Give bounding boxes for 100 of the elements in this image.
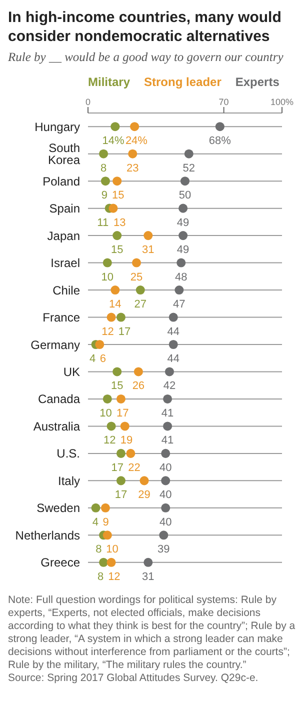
y-tick-label: France bbox=[42, 310, 80, 325]
point bbox=[161, 476, 170, 486]
text: Strong leader bbox=[144, 75, 222, 89]
point bbox=[95, 340, 104, 350]
point bbox=[168, 340, 178, 350]
data-label: 10 bbox=[100, 407, 112, 420]
point bbox=[108, 204, 118, 213]
y-tick-label: Poland bbox=[42, 174, 80, 188]
point bbox=[163, 422, 172, 431]
y-tick-label: Greece bbox=[40, 556, 80, 570]
point bbox=[132, 258, 142, 268]
data-label: 50 bbox=[178, 190, 192, 202]
point bbox=[116, 448, 126, 458]
point bbox=[116, 394, 126, 404]
point bbox=[161, 448, 170, 458]
data-label: 31 bbox=[142, 244, 154, 256]
data-label: 15 bbox=[110, 244, 124, 256]
data-label: 9 bbox=[101, 190, 108, 202]
x-tick-label: 100% bbox=[270, 97, 294, 107]
point bbox=[159, 530, 168, 540]
data-label: 6 bbox=[100, 353, 106, 366]
data-label: 44 bbox=[167, 326, 180, 338]
data-label: 41 bbox=[161, 407, 174, 420]
data-label: 40 bbox=[159, 516, 172, 528]
data-label: 23 bbox=[126, 162, 139, 174]
data-label: 31 bbox=[142, 570, 154, 583]
data-label: 44 bbox=[167, 353, 180, 366]
y-tick-label: Chile bbox=[52, 283, 80, 298]
data-label: 12 bbox=[104, 434, 116, 447]
chart-title: In high-income countries, many would consider nondemocratic alternatives bbox=[8, 8, 282, 46]
y-tick-label: Australia bbox=[33, 419, 80, 434]
data-label: 11 bbox=[97, 216, 109, 229]
point bbox=[102, 258, 112, 268]
data-label: 8 bbox=[96, 544, 102, 556]
point bbox=[106, 422, 116, 431]
point bbox=[126, 448, 136, 458]
data-label: 13 bbox=[114, 216, 126, 229]
point bbox=[106, 312, 116, 322]
data-label: 47 bbox=[173, 298, 186, 311]
data-label: 39 bbox=[158, 544, 170, 556]
data-label: 49 bbox=[176, 244, 190, 256]
data-label: 4 bbox=[89, 353, 96, 366]
point bbox=[178, 231, 188, 240]
point bbox=[106, 558, 116, 567]
point bbox=[163, 394, 172, 404]
point bbox=[99, 149, 108, 158]
data-label: 49 bbox=[176, 216, 190, 229]
point bbox=[116, 476, 126, 486]
point bbox=[134, 367, 143, 376]
y-tick-label: Italy bbox=[58, 474, 80, 488]
data-label: 24% bbox=[125, 135, 148, 148]
point bbox=[144, 558, 153, 567]
point bbox=[184, 149, 194, 158]
data-label: 29 bbox=[138, 489, 150, 502]
data-label: 48 bbox=[174, 271, 188, 284]
data-label: 8 bbox=[100, 162, 107, 174]
data-label: 27 bbox=[134, 298, 147, 311]
y-tick-label: Spain bbox=[49, 202, 80, 216]
point bbox=[164, 367, 174, 376]
point bbox=[180, 176, 190, 186]
point bbox=[120, 422, 130, 431]
data-label: 15 bbox=[110, 380, 124, 392]
y-tick-label: Netherlands bbox=[15, 528, 80, 542]
data-label: 10 bbox=[106, 544, 118, 556]
data-label: 4 bbox=[92, 516, 98, 528]
source-note: Source: Spring 2017 Global Attitudes Survey. Q29c-e. bbox=[8, 672, 260, 685]
data-label: 41 bbox=[161, 434, 174, 447]
data-label: 22 bbox=[128, 462, 140, 474]
data-label: 17 bbox=[111, 462, 124, 474]
x-tick-label: 70 bbox=[218, 97, 229, 107]
point bbox=[176, 258, 186, 268]
point bbox=[161, 503, 170, 512]
data-label: 12 bbox=[102, 326, 114, 338]
point bbox=[128, 149, 138, 158]
point bbox=[168, 312, 178, 322]
point bbox=[174, 286, 184, 295]
point bbox=[178, 204, 188, 213]
data-label: 19 bbox=[120, 434, 133, 447]
point bbox=[136, 286, 145, 295]
point bbox=[100, 176, 110, 186]
data-label: 9 bbox=[102, 516, 109, 528]
data-label: 14% bbox=[102, 135, 124, 148]
point bbox=[116, 312, 126, 322]
y-tick-label: Israel bbox=[50, 256, 80, 270]
text: Military bbox=[88, 75, 130, 89]
data-label: 10 bbox=[101, 271, 114, 284]
data-label: 8 bbox=[98, 570, 104, 583]
data-label: 12 bbox=[108, 570, 120, 583]
data-label: 17 bbox=[114, 489, 128, 502]
data-label: 52 bbox=[182, 162, 196, 174]
data-label: 40 bbox=[159, 462, 172, 474]
y-tick-label: Japan bbox=[47, 228, 80, 243]
y-tick-label: South Korea bbox=[48, 141, 80, 168]
point bbox=[110, 122, 120, 132]
text: Experts bbox=[235, 75, 280, 89]
point bbox=[144, 231, 153, 240]
data-label: 42 bbox=[163, 380, 176, 392]
point bbox=[100, 503, 110, 512]
point bbox=[112, 367, 122, 376]
data-label: 14 bbox=[109, 298, 122, 311]
